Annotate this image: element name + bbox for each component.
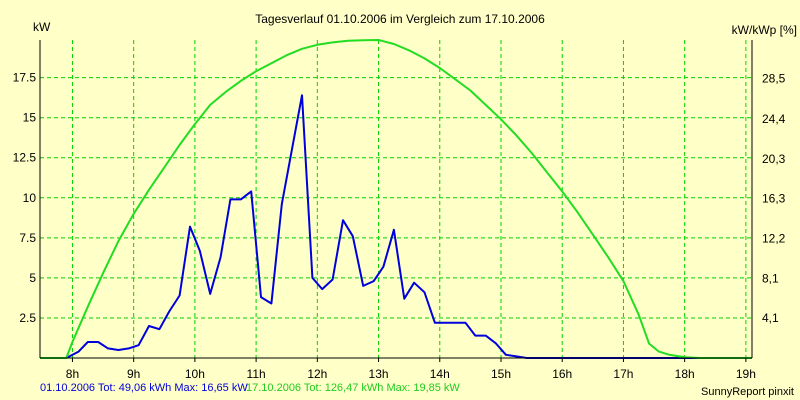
x-tick-label: 10h xyxy=(185,367,205,381)
x-tick-label: 12h xyxy=(307,367,327,381)
y-right-tick-label: 28,5 xyxy=(762,72,786,86)
y-right-tick-label: 24,4 xyxy=(762,112,786,126)
y-right-tick-label: 12,2 xyxy=(762,231,786,245)
y-left-tick-label: 15 xyxy=(23,111,37,125)
footer-credit: SunnyReport pinxit xyxy=(701,386,794,398)
tick-labels: 8h 9h 10h 11h 12h 13h 14h 15h 16h 17h 18h 19h 2.5 5 7.… xyxy=(13,71,786,381)
x-tick-label: 9h xyxy=(127,367,140,381)
y-right-tick-label: 8,1 xyxy=(762,272,779,286)
y-right-tick-label: 16,3 xyxy=(762,191,786,205)
x-tick-label: 8h xyxy=(66,367,79,381)
y-left-axis-label: kW xyxy=(33,20,51,34)
legend-series1: 01.10.2006 Tot: 49,06 kWh Max: 16,65 kW xyxy=(40,382,248,394)
legend-series2: 17.10.2006 Tot: 126,47 kWh Max: 19,85 kW xyxy=(246,382,460,394)
y-right-axis-label: kW/kWp [%] xyxy=(732,23,797,37)
grid xyxy=(40,40,752,358)
series-line-2 xyxy=(40,39,752,359)
chart-title: Tagesverlauf 01.10.2006 im Vergleich zum… xyxy=(255,12,545,26)
x-tick-label: 11h xyxy=(247,367,266,381)
x-tick-label: 18h xyxy=(675,367,695,381)
x-tick-label: 15h xyxy=(491,367,511,381)
y-left-tick-label: 10 xyxy=(23,191,37,205)
series-line-1 xyxy=(40,94,752,359)
y-right-tick-label: 4,1 xyxy=(762,311,779,325)
plot-frame xyxy=(39,40,753,362)
y-left-tick-label: 7.5 xyxy=(19,231,36,245)
x-tick-label: 19h xyxy=(736,367,756,381)
y-right-tick-label: 20,3 xyxy=(762,152,786,166)
y-left-tick-label: 17.5 xyxy=(13,71,37,85)
y-left-tick-label: 2.5 xyxy=(19,311,36,325)
y-left-tick-label: 5 xyxy=(29,271,36,285)
x-tick-label: 13h xyxy=(369,367,389,381)
y-left-tick-label: 12.5 xyxy=(13,151,37,165)
series-layer xyxy=(40,39,752,359)
x-tick-label: 16h xyxy=(552,367,572,381)
x-tick-label: 17h xyxy=(613,367,633,381)
x-tick-label: 14h xyxy=(430,367,450,381)
